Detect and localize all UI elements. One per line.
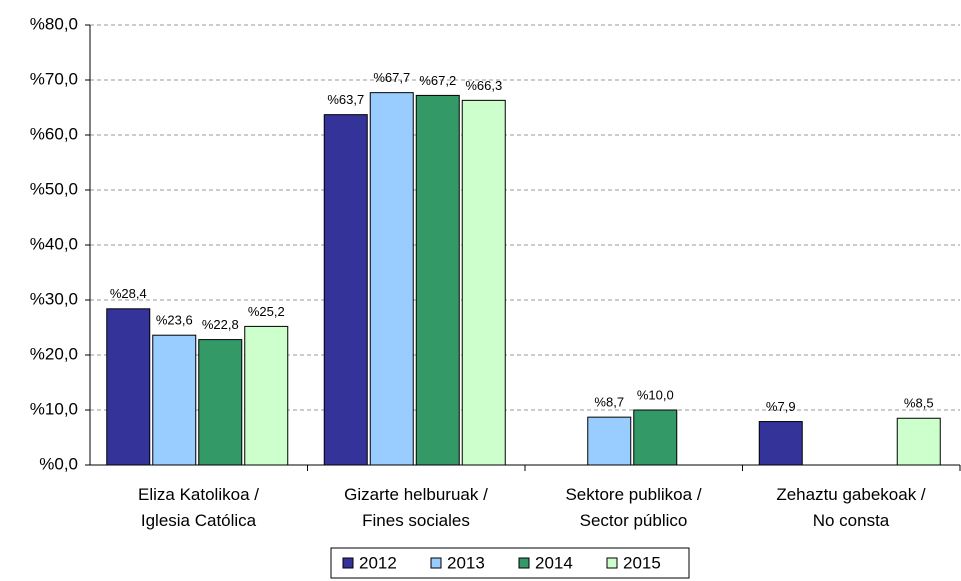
- legend-swatch: [342, 557, 354, 569]
- legend-label: 2013: [447, 553, 485, 572]
- bar: [244, 325, 289, 466]
- y-tick-label: %70,0: [30, 69, 78, 88]
- data-label: %66,3: [465, 78, 502, 93]
- data-label: %63,7: [327, 92, 364, 107]
- data-label: %23,6: [156, 313, 193, 328]
- y-tick-label: %10,0: [30, 399, 78, 418]
- data-label: %28,4: [110, 286, 147, 301]
- bar: [587, 416, 632, 466]
- x-tick-label: Eliza Katolikoa / Iglesia Católica: [138, 485, 259, 530]
- y-tick-label: %40,0: [30, 234, 78, 253]
- y-tick-label: %60,0: [30, 124, 78, 143]
- x-tick-label: Sektore publikoa / Sector público: [565, 485, 702, 530]
- x-tick-label: Zehaztu gabekoak / No consta: [776, 485, 926, 530]
- bar: [633, 409, 678, 466]
- bar: [152, 334, 197, 466]
- data-label: %8,5: [904, 396, 934, 411]
- bar: [461, 99, 506, 466]
- legend-label: 2015: [623, 553, 661, 572]
- legend-swatch: [606, 557, 618, 569]
- bar: [369, 92, 414, 466]
- y-tick-label: %50,0: [30, 179, 78, 198]
- legend-label: 2012: [359, 553, 397, 572]
- data-label: %10,0: [637, 387, 674, 402]
- legend-box: [330, 547, 690, 579]
- legend-swatch: [518, 557, 530, 569]
- data-label: %7,9: [766, 399, 796, 414]
- y-tick-label: %0,0: [39, 454, 78, 473]
- bar: [896, 417, 941, 466]
- data-label: %25,2: [248, 304, 285, 319]
- data-label: %67,2: [419, 73, 456, 88]
- y-tick-label: %20,0: [30, 344, 78, 363]
- bar: [323, 114, 368, 466]
- bar: [758, 421, 803, 466]
- bar: [106, 308, 151, 466]
- x-tick-label: Gizarte helburuak / Fines sociales: [344, 485, 488, 530]
- y-tick-label: %30,0: [30, 289, 78, 308]
- bar: [198, 339, 243, 466]
- data-label: %67,7: [373, 70, 410, 85]
- bar: [415, 94, 460, 466]
- y-tick-label: %80,0: [30, 14, 78, 33]
- legend-label: 2014: [535, 553, 573, 572]
- data-label: %8,7: [594, 395, 624, 410]
- legend-swatch: [430, 557, 442, 569]
- data-label: %22,8: [202, 317, 239, 332]
